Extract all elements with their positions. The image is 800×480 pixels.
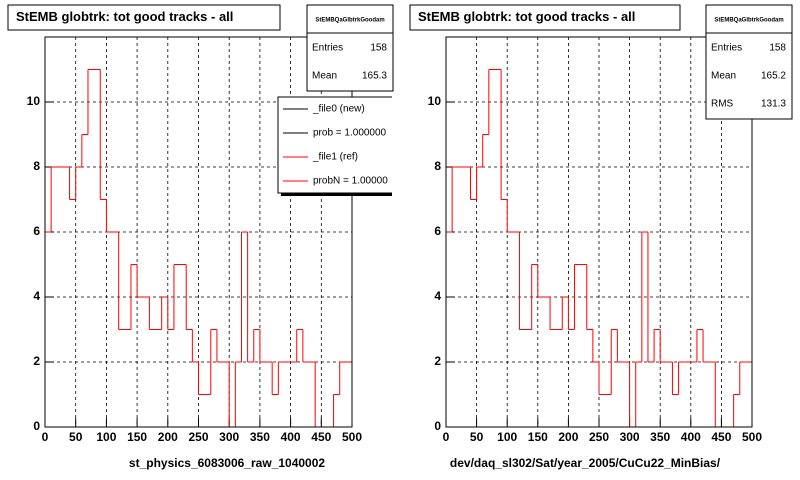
x-tick-label: 500 — [742, 430, 762, 444]
stats-label: Entries — [312, 43, 343, 54]
x-tick-label: 500 — [342, 430, 362, 444]
y-tick-label: 10 — [27, 94, 41, 108]
x-tick-label: 450 — [711, 430, 731, 444]
title-box — [409, 4, 681, 31]
stats-value: 165.2 — [761, 71, 786, 82]
stats-value: 165.3 — [362, 71, 387, 82]
y-tick-label: 2 — [434, 354, 441, 368]
legend-label: probN = 1.00000 — [313, 176, 388, 187]
x-tick-label: 150 — [127, 430, 147, 444]
y-tick-label: 2 — [33, 354, 40, 368]
x-tick-label: 350 — [250, 430, 270, 444]
y-tick-label: 0 — [434, 419, 441, 433]
legend-label: _file1 (ref) — [312, 152, 358, 163]
stats-label: Mean — [312, 71, 337, 82]
x-tick-label: 400 — [281, 430, 301, 444]
stats-title: StEMBQaGlbtrkGoodam — [315, 18, 384, 24]
stats-box — [306, 4, 394, 92]
stats-box — [705, 4, 793, 120]
x-tick-label: 50 — [470, 430, 484, 444]
stats-label: RMS — [711, 99, 734, 110]
x-tick-label: 200 — [158, 430, 178, 444]
x-tick-label: 250 — [589, 430, 609, 444]
chart-title: StEMB globtrk: tot good tracks - all — [418, 9, 635, 24]
plot-border — [445, 36, 753, 428]
x-tick-label: 300 — [620, 430, 640, 444]
y-tick-label: 4 — [33, 289, 40, 303]
x-tick-label: 100 — [96, 430, 116, 444]
y-tick-label: 6 — [33, 224, 40, 238]
x-tick-label: 400 — [681, 430, 701, 444]
y-tick-label: 0 — [33, 419, 40, 433]
stats-value: 131.3 — [761, 99, 786, 110]
x-tick-label: 50 — [69, 430, 83, 444]
stats-title: StEMBQaGlbtrkGoodam — [714, 18, 783, 24]
x-tick-label: 300 — [219, 430, 239, 444]
y-tick-label: 6 — [434, 224, 441, 238]
x-tick-label: 450 — [311, 430, 331, 444]
stats-value: 158 — [769, 43, 786, 54]
chart-title: StEMB globtrk: tot good tracks - all — [16, 9, 233, 24]
stats-value: 158 — [370, 43, 387, 54]
x-tick-label: 100 — [497, 430, 517, 444]
x-axis-label: st_physics_6083006_raw_1040002 — [129, 456, 325, 470]
x-tick-label: 350 — [650, 430, 670, 444]
legend: _file0 (new) prob = 1.000000 _file1 (ref) p… — [277, 96, 392, 196]
x-tick-label: 0 — [42, 430, 49, 444]
x-tick-label: 150 — [528, 430, 548, 444]
legend-label: _file0 (new) — [312, 104, 365, 115]
y-tick-label: 8 — [434, 159, 441, 173]
legend-box — [277, 96, 392, 194]
y-tick-label: 4 — [434, 289, 441, 303]
stats-label: Mean — [711, 71, 736, 82]
x-tick-label: 250 — [188, 430, 208, 444]
x-tick-label: 0 — [443, 430, 450, 444]
x-tick-label: 200 — [558, 430, 578, 444]
title-box — [7, 4, 281, 31]
stats-label: Entries — [711, 43, 742, 54]
plot-border — [44, 36, 353, 428]
legend-label: prob = 1.000000 — [313, 128, 387, 139]
y-tick-label: 8 — [33, 159, 40, 173]
x-axis-label: dev/daq_sl302/Sat/year_2005/CuCu22_MinBi… — [450, 456, 721, 470]
y-tick-label: 10 — [428, 94, 442, 108]
